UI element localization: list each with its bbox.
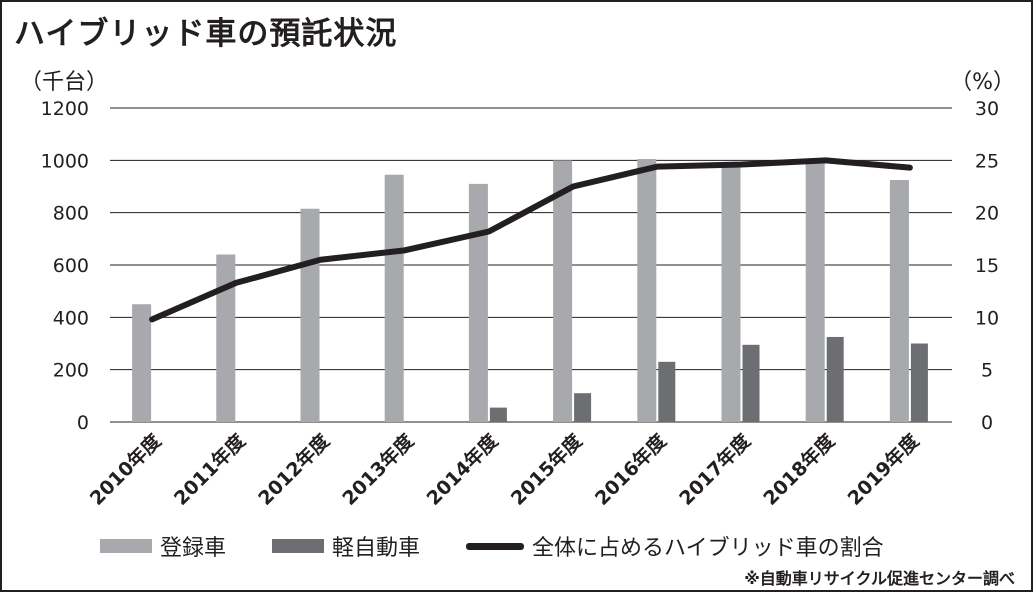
bar-kei: [910, 343, 928, 422]
bar-registered: [384, 174, 404, 422]
x-tick-label: 2015年度: [506, 429, 587, 510]
ratio-point: [908, 166, 911, 169]
x-tick-label: 2019年度: [843, 429, 924, 510]
legend-item-kei: 軽自動車: [272, 530, 420, 562]
ratio-point: [487, 230, 490, 233]
left-tick-label: 1200: [41, 98, 89, 120]
x-tick-label: 2017年度: [675, 429, 756, 510]
ratio-point: [572, 185, 575, 188]
legend-item-registered: 登録車: [100, 530, 226, 562]
bar-registered: [468, 183, 488, 422]
bar-registered: [889, 179, 909, 422]
right-tick-label: 5: [981, 360, 993, 382]
ratio-point: [151, 318, 154, 321]
ratio-point: [656, 165, 659, 168]
bar-registered: [637, 159, 657, 422]
ratio-point: [740, 163, 743, 166]
right-tick-label: 15: [975, 255, 999, 277]
ratio-point: [319, 258, 322, 261]
ratio-point: [403, 249, 406, 252]
left-tick-label: 400: [53, 307, 89, 329]
bar-registered: [216, 254, 236, 422]
ratio-point: [235, 281, 238, 284]
right-tick-label: 10: [975, 307, 999, 329]
right-axis-ticks: 0 5 10 15 20 25 30: [975, 98, 999, 434]
right-axis-unit: （%）: [950, 70, 1015, 95]
bar-kei: [826, 336, 844, 422]
bar-kei: [658, 361, 676, 422]
bars: [132, 159, 928, 423]
source-note: ※自動車リサイクル促進センター調べ: [744, 569, 1015, 588]
bar-kei: [742, 344, 760, 422]
left-tick-label: 800: [53, 203, 89, 225]
left-tick-label: 600: [53, 255, 89, 277]
left-tick-label: 200: [53, 360, 89, 382]
legend-label-ratio: 全体に占めるハイブリッド車の割合: [532, 536, 884, 561]
x-tick-label: 2016年度: [590, 429, 671, 510]
left-tick-label: 0: [77, 412, 89, 434]
bar-registered: [721, 162, 741, 422]
x-tick-label: 2010年度: [85, 429, 166, 510]
legend-swatch-registered: [100, 539, 152, 553]
x-tick-label: 2013年度: [338, 429, 419, 510]
x-tick-label: 2012年度: [254, 429, 335, 510]
chart-title: ハイブリッド車の預託状況: [14, 16, 398, 52]
left-tick-label: 1000: [41, 150, 89, 172]
bar-registered: [553, 160, 573, 423]
x-axis-labels: 2010年度 2011年度 2012年度 2013年度 2014年度 2015年度 2016…: [85, 429, 924, 510]
x-tick-label: 2011年度: [169, 429, 250, 510]
legend-item-ratio: 全体に占めるハイブリッド車の割合: [466, 530, 884, 562]
legend-swatch-ratio: [466, 542, 525, 550]
legend-swatch-kei: [272, 539, 325, 553]
bar-kei: [489, 407, 507, 422]
ratio-line-path: [149, 157, 913, 323]
bar-registered: [805, 161, 825, 422]
bar-kei: [574, 393, 592, 422]
right-tick-label: 25: [975, 150, 999, 172]
x-tick-label: 2014年度: [422, 429, 503, 510]
bar-registered: [300, 208, 320, 422]
gridlines: [110, 107, 952, 423]
right-tick-label: 20: [975, 203, 999, 225]
legend-label-kei: 軽自動車: [332, 536, 421, 561]
bar-registered: [132, 304, 152, 422]
ratio-line: [149, 157, 913, 323]
legend: 登録車 軽自動車 全体に占めるハイブリッド車の割合: [100, 530, 930, 562]
right-tick-label: 0: [981, 412, 993, 434]
right-tick-label: 30: [975, 98, 999, 120]
ratio-point: [824, 159, 827, 162]
left-axis-ticks: 0 200 400 600 800 1000 1200: [41, 98, 89, 434]
legend-label-registered: 登録車: [160, 536, 227, 561]
left-axis-unit: （千台）: [20, 70, 109, 95]
x-tick-label: 2018年度: [759, 429, 840, 510]
